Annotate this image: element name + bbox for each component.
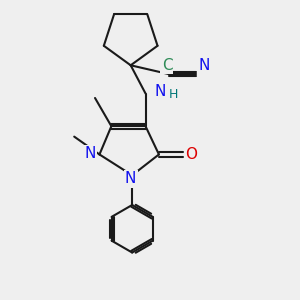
Text: N: N — [154, 84, 166, 99]
Text: N: N — [125, 171, 136, 186]
Text: N: N — [85, 146, 96, 161]
Text: O: O — [186, 147, 198, 162]
Text: N: N — [199, 58, 210, 73]
Text: C: C — [162, 58, 172, 73]
Text: H: H — [169, 88, 178, 100]
